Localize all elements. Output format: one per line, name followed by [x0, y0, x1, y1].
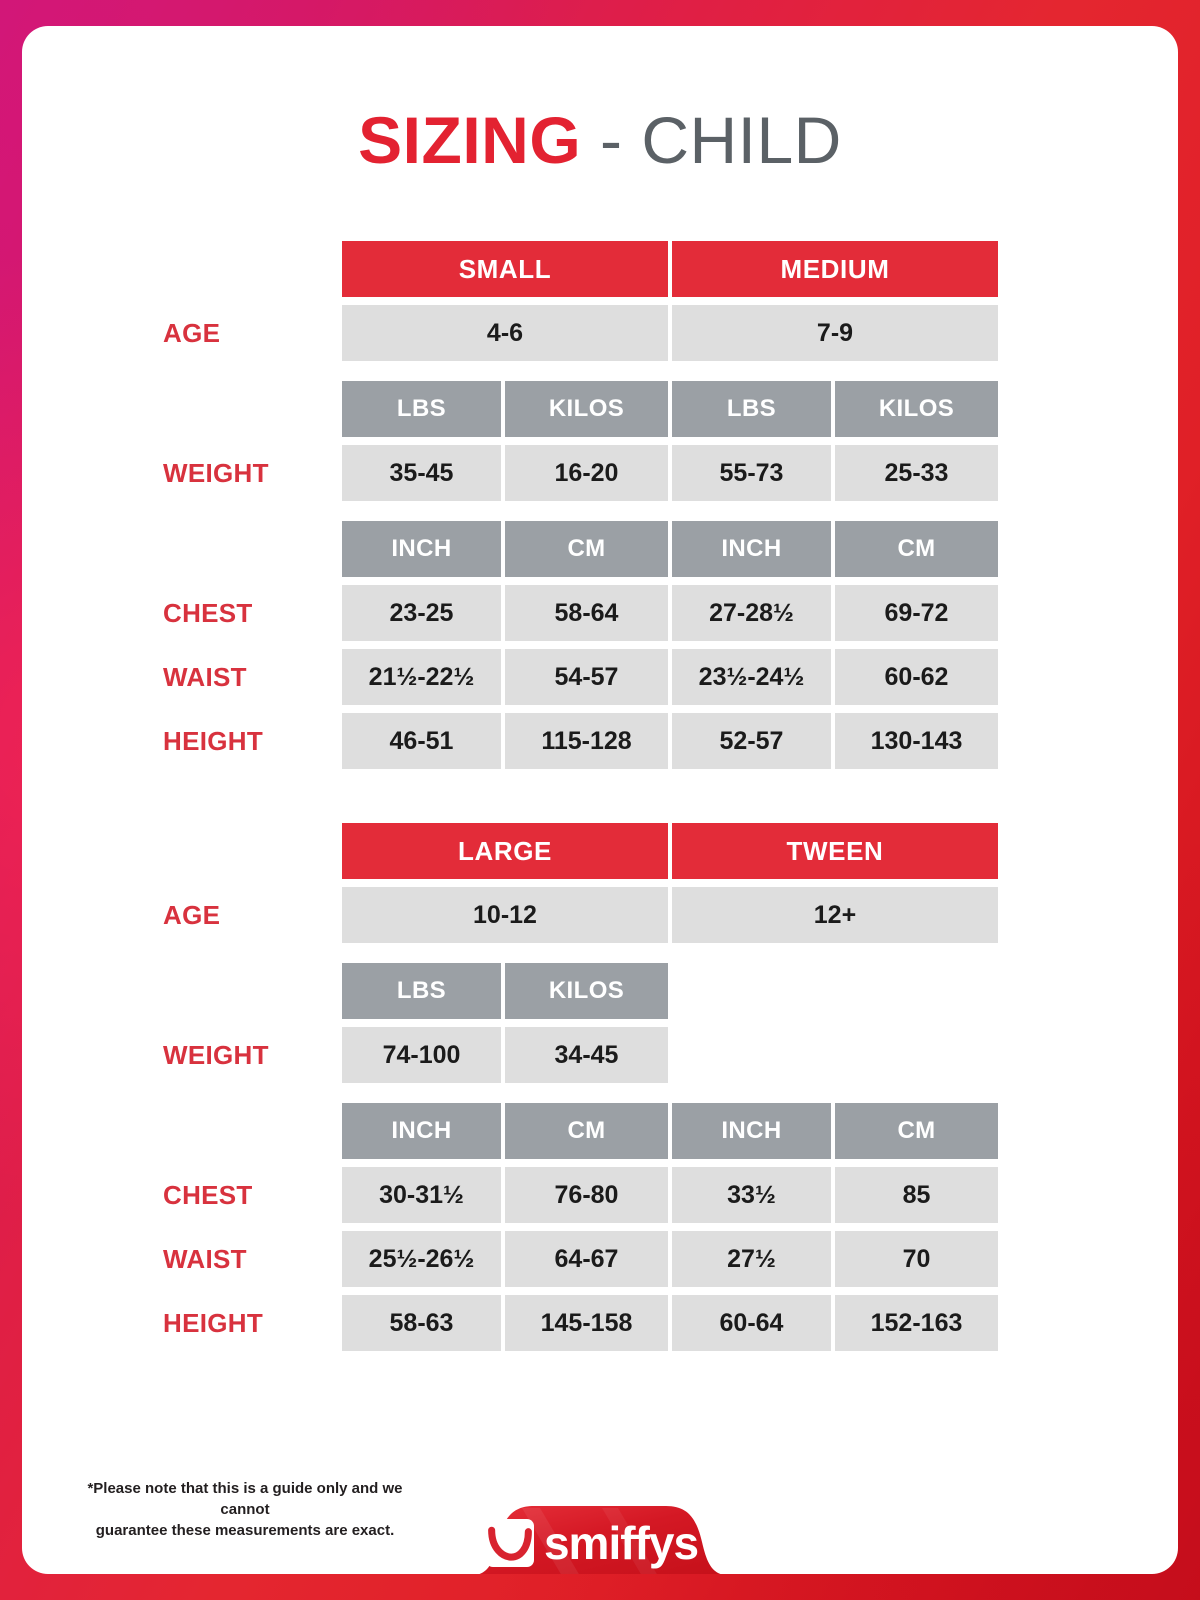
age-value-small: 4-6: [342, 305, 668, 361]
unit-inch-tween: INCH: [672, 1103, 831, 1159]
chest-cm-tween: 85: [835, 1167, 998, 1223]
unit-cm-medium: CM: [835, 521, 998, 577]
size-header-medium: MEDIUM: [672, 241, 998, 297]
chest-inch-small: 23-25: [342, 585, 501, 641]
row-label-weight: WEIGHT: [163, 1039, 269, 1070]
height-row: HEIGHT 46-51 115-128 52-57 130-143: [22, 713, 1178, 769]
sizing-section-small-medium: SMALL MEDIUM AGE 4-6 7-9 LBS KILOS LBS K…: [22, 241, 1178, 777]
waist-inch-medium: 23½-24½: [672, 649, 831, 705]
row-label-chest: CHEST: [163, 597, 253, 628]
chest-inch-tween: 33½: [672, 1167, 831, 1223]
disclaimer-text: *Please note that this is a guide only a…: [68, 1478, 422, 1541]
waist-inch-tween: 27½: [672, 1231, 831, 1287]
weight-kilos-medium: 25-33: [835, 445, 998, 501]
brand-name: smiffys ™: [543, 1517, 715, 1569]
brand-banner: smiffys ™: [452, 1496, 748, 1574]
row-label-waist: WAIST: [163, 1243, 247, 1274]
size-header-row: SMALL MEDIUM: [22, 241, 1178, 297]
unit-inch-large: INCH: [342, 1103, 501, 1159]
unit-inch-small: INCH: [342, 521, 501, 577]
age-row: AGE 4-6 7-9: [22, 305, 1178, 361]
waist-inch-large: 25½-26½: [342, 1231, 501, 1287]
weight-lbs-small: 35-45: [342, 445, 501, 501]
banner-shape-icon: [479, 1506, 721, 1574]
chest-cm-small: 58-64: [505, 585, 668, 641]
weight-unit-row: LBS KILOS: [22, 963, 1178, 1019]
size-header-large: LARGE: [342, 823, 668, 879]
height-cm-large: 145-158: [505, 1295, 668, 1351]
waist-cm-tween: 70: [835, 1231, 998, 1287]
weight-row: WEIGHT 74-100 34-45: [22, 1027, 1178, 1083]
chest-row: CHEST 30-31½ 76-80 33½ 85: [22, 1167, 1178, 1223]
chest-cm-medium: 69-72: [835, 585, 998, 641]
unit-cm-small: CM: [505, 521, 668, 577]
unit-kilos-large: KILOS: [505, 963, 668, 1019]
row-label-weight: WEIGHT: [163, 457, 269, 488]
weight-row: WEIGHT 35-45 16-20 55-73 25-33: [22, 445, 1178, 501]
height-inch-tween: 60-64: [672, 1295, 831, 1351]
height-cm-small: 115-128: [505, 713, 668, 769]
unit-lbs-large: LBS: [342, 963, 501, 1019]
unit-cm-tween: CM: [835, 1103, 998, 1159]
waist-row: WAIST 21½-22½ 54-57 23½-24½ 60-62: [22, 649, 1178, 705]
chest-inch-medium: 27-28½: [672, 585, 831, 641]
row-label-height: HEIGHT: [163, 725, 264, 756]
weight-kilos-tween-empty: [835, 1027, 998, 1083]
unit-lbs-small: LBS: [342, 381, 501, 437]
height-cm-tween: 152-163: [835, 1295, 998, 1351]
unit-lbs-tween-empty: [672, 963, 831, 1019]
brand-name-text: smiffys: [543, 1517, 699, 1569]
height-inch-small: 46-51: [342, 713, 501, 769]
row-label-age: AGE: [163, 317, 221, 348]
unit-kilos-tween-empty: [835, 963, 998, 1019]
age-value-large: 10-12: [342, 887, 668, 943]
page-title: SIZING - CHILD: [22, 102, 1178, 178]
weight-lbs-tween-empty: [672, 1027, 831, 1083]
sizing-card: SIZING - CHILD SMALL MEDIUM AGE 4-6 7-9 …: [22, 26, 1178, 1574]
size-header-small: SMALL: [342, 241, 668, 297]
title-primary: SIZING: [358, 103, 582, 177]
measure-unit-row: INCH CM INCH CM: [22, 1103, 1178, 1159]
row-label-chest: CHEST: [163, 1179, 253, 1210]
waist-cm-small: 54-57: [505, 649, 668, 705]
disclaimer-line-2: guarantee these measurements are exact.: [95, 1522, 395, 1539]
row-label-height: HEIGHT: [163, 1307, 264, 1338]
row-label-age: AGE: [163, 899, 221, 930]
weight-kilos-large: 34-45: [505, 1027, 668, 1083]
disclaimer-line-1: *Please note that this is a guide only a…: [87, 1480, 403, 1518]
title-secondary: - CHILD: [600, 103, 842, 177]
unit-cm-large: CM: [505, 1103, 668, 1159]
age-row: AGE 10-12 12+: [22, 887, 1178, 943]
smile-icon: [485, 1519, 534, 1567]
weight-kilos-small: 16-20: [505, 445, 668, 501]
chest-cm-large: 76-80: [505, 1167, 668, 1223]
waist-inch-small: 21½-22½: [342, 649, 501, 705]
waist-row: WAIST 25½-26½ 64-67 27½ 70: [22, 1231, 1178, 1287]
height-inch-large: 58-63: [342, 1295, 501, 1351]
sizing-section-large-tween: LARGE TWEEN AGE 10-12 12+ LBS KILOS WEIG…: [22, 823, 1178, 1359]
smile-arc-icon: [488, 1526, 532, 1561]
unit-lbs-medium: LBS: [672, 381, 831, 437]
unit-kilos-small: KILOS: [505, 381, 668, 437]
row-label-waist: WAIST: [163, 661, 247, 692]
height-cm-medium: 130-143: [835, 713, 998, 769]
unit-kilos-medium: KILOS: [835, 381, 998, 437]
chest-inch-large: 30-31½: [342, 1167, 501, 1223]
weight-unit-row: LBS KILOS LBS KILOS: [22, 381, 1178, 437]
weight-lbs-large: 74-100: [342, 1027, 501, 1083]
measure-unit-row: INCH CM INCH CM: [22, 521, 1178, 577]
brand-logo: smiffys ™: [452, 1496, 748, 1574]
waist-cm-medium: 60-62: [835, 649, 998, 705]
age-value-medium: 7-9: [672, 305, 998, 361]
age-value-tween: 12+: [672, 887, 998, 943]
trademark-symbol: ™: [701, 1517, 715, 1532]
weight-lbs-medium: 55-73: [672, 445, 831, 501]
size-header-row: LARGE TWEEN: [22, 823, 1178, 879]
chest-row: CHEST 23-25 58-64 27-28½ 69-72: [22, 585, 1178, 641]
unit-inch-medium: INCH: [672, 521, 831, 577]
height-inch-medium: 52-57: [672, 713, 831, 769]
size-header-tween: TWEEN: [672, 823, 998, 879]
waist-cm-large: 64-67: [505, 1231, 668, 1287]
height-row: HEIGHT 58-63 145-158 60-64 152-163: [22, 1295, 1178, 1351]
